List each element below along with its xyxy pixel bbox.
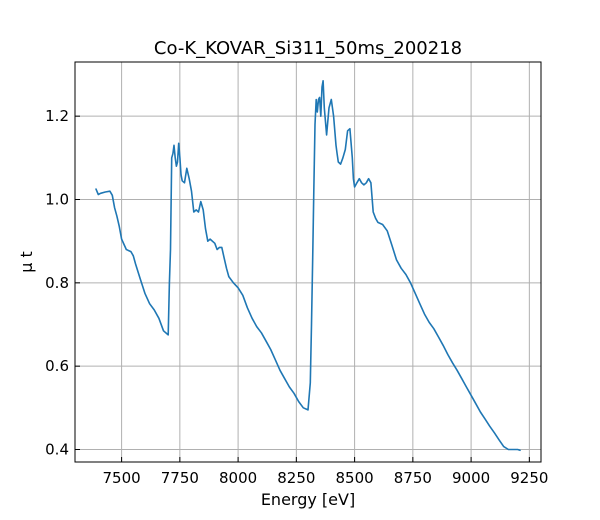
x-tick-label: 9000 xyxy=(452,469,490,487)
x-tick-label: 7750 xyxy=(161,469,199,487)
y-tick-label: 1.0 xyxy=(45,191,69,209)
x-axis-label: Energy [eV] xyxy=(261,490,355,509)
y-tick-label: 0.4 xyxy=(45,441,69,459)
x-tick-label: 7500 xyxy=(103,469,141,487)
y-tick-label: 1.2 xyxy=(45,107,69,125)
y-tick-label: 0.6 xyxy=(45,357,69,375)
y-tick-label: 0.8 xyxy=(45,274,69,292)
series-line-0 xyxy=(95,80,521,452)
x-tick-label: 8000 xyxy=(219,469,257,487)
x-tick-label: 8750 xyxy=(394,469,432,487)
grid xyxy=(75,62,541,462)
ticks: 7500 7750 8000 8250 8500 8750 9000 9250 0.4 0.6 0.… xyxy=(45,107,548,487)
x-tick-label: 9250 xyxy=(510,469,548,487)
axes-frame xyxy=(74,61,542,463)
chart-title: Co-K_KOVAR_Si311_50ms_200218 xyxy=(154,38,462,59)
series-group xyxy=(95,80,521,452)
y-axis-label: μ t xyxy=(17,251,36,273)
x-tick-label: 8500 xyxy=(336,469,374,487)
x-tick-label: 8250 xyxy=(277,469,315,487)
